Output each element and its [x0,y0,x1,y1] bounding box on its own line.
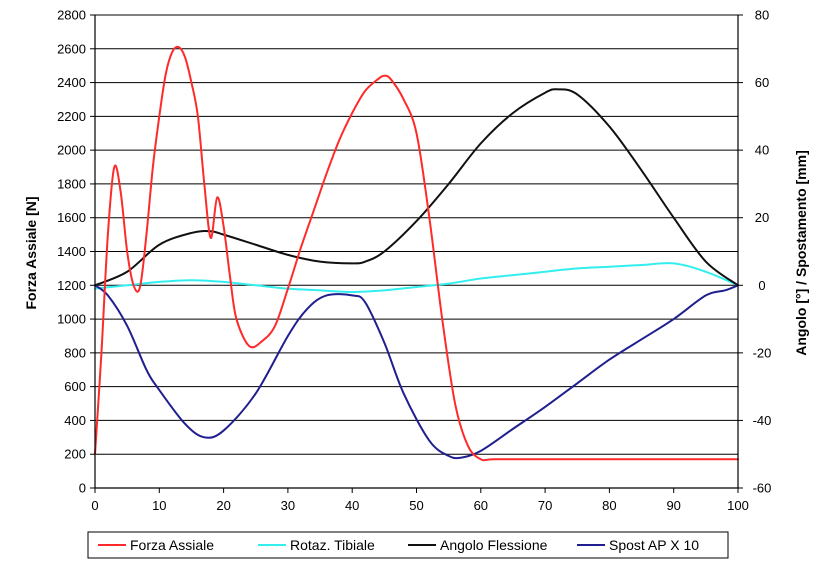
left-axis-title: Forza Assiale [N] [23,196,39,309]
x-tick-label: 10 [152,498,166,513]
left-tick-label: 1000 [57,312,86,327]
right-tick-label: -40 [753,413,772,428]
left-tick-label: 1600 [57,210,86,225]
left-tick-label: 1200 [57,278,86,293]
series-lines [94,45,739,462]
left-tick-label: 600 [64,379,86,394]
x-tick-label: 50 [409,498,423,513]
right-axis-title: Angolo [°] / Spostamento [mm] [793,150,809,355]
left-axis-ticks: 0 200 400 600 800 1000 1200 1400 1600 1800 2000 220… [57,8,95,496]
x-tick-label: 60 [474,498,488,513]
x-tick-label: 30 [281,498,295,513]
left-tick-label: 800 [64,345,86,360]
x-tick-label: 90 [666,498,680,513]
left-tick-label: 200 [64,447,86,462]
left-tick-label: 2800 [57,8,86,23]
left-tick-label: 2600 [57,41,86,56]
x-tick-label: 40 [345,498,359,513]
x-tick-label: 0 [91,498,98,513]
x-tick-label: 100 [727,498,749,513]
right-tick-label: 0 [758,278,765,293]
left-tick-label: 2400 [57,75,86,90]
legend-label-rotaz-tibiale: Rotaz. Tibiale [290,537,375,553]
right-tick-label: -20 [753,345,772,360]
series-line-spost-ap-x-10 [94,284,739,460]
left-tick-label: 1400 [57,244,86,259]
x-tick-label: 80 [602,498,616,513]
right-tick-label: 40 [755,143,769,158]
series-line-rotaz-tibiale [94,262,739,294]
legend: Forza Assiale Rotaz. Tibiale Angolo Flessi… [87,531,729,559]
right-tick-label: 20 [755,210,769,225]
x-tick-label: 70 [538,498,552,513]
right-tick-label: -60 [753,481,772,496]
x-axis-ticks: 0 10 20 30 40 50 60 70 80 90 100 [91,488,749,513]
legend-label-forza-assiale: Forza Assiale [130,537,214,553]
right-tick-label: 60 [755,75,769,90]
right-tick-label: 80 [755,8,769,23]
series-line-forza-assiale [94,45,739,462]
legend-label-angolo-flessione: Angolo Flessione [440,537,548,553]
left-tick-label: 1800 [57,176,86,191]
left-tick-label: 2200 [57,109,86,124]
x-tick-label: 20 [216,498,230,513]
legend-label-spost-ap-x-10: Spost AP X 10 [609,537,699,553]
right-axis-ticks: -60 -40 -20 0 20 40 60 80 [738,8,771,496]
left-tick-label: 2000 [57,143,86,158]
gridlines [95,14,738,455]
left-tick-label: 0 [79,481,86,496]
left-tick-label: 400 [64,413,86,428]
